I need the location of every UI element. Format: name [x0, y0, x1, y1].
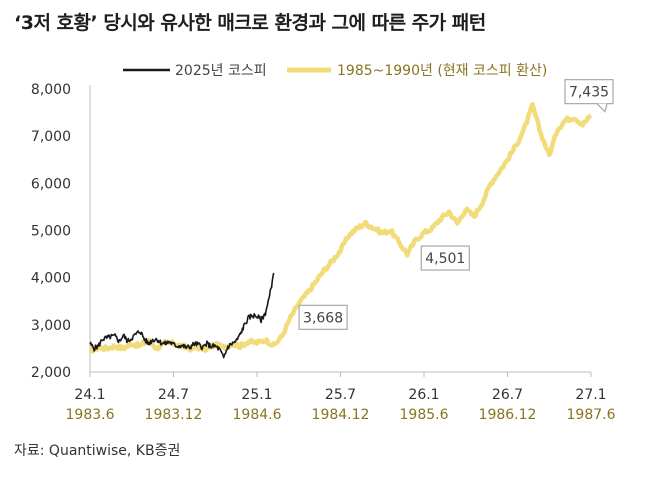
y-tick-label: 7,000 [31, 129, 71, 145]
annotation-box [564, 79, 614, 105]
legend: 2025년 코스피 1985~1990년 (현재 코스피 환산) [123, 63, 547, 79]
x-tick-label: 26.1 [408, 387, 439, 403]
annotation-label: 3,668 [303, 310, 343, 326]
annotations-group: 3,668 4,501 7,435 [298, 79, 614, 330]
y-tick-label: 3,000 [31, 318, 71, 334]
x-tick-label: 24.1 [74, 387, 105, 403]
series-line-1985-1990 [89, 101, 593, 354]
legend-label-2025: 2025년 코스피 [175, 63, 267, 79]
y-tick-label: 2,000 [31, 365, 71, 381]
annotation-pointer [596, 103, 608, 113]
source-note: 자료: Quantiwise, KB증권 [14, 443, 181, 459]
y-tick-label: 5,000 [31, 224, 71, 240]
annotation-label: 7,435 [569, 85, 609, 101]
x-tick-label: 26.7 [492, 387, 523, 403]
x-tick-label: 25.1 [241, 387, 272, 403]
axes: 2,000 3,000 4,000 5,000 6,000 7,000 8,000 24.1 1… [31, 82, 616, 423]
x-tick-label-secondary: 1984.12 [312, 407, 370, 423]
x-tick-label-secondary: 1985.6 [400, 407, 449, 423]
x-tick-label-secondary: 1987.6 [567, 407, 616, 423]
annotation-box [420, 245, 470, 271]
legend-label-1985: 1985~1990년 (현재 코스피 환산) [337, 63, 547, 79]
y-tick-label: 8,000 [31, 82, 71, 98]
x-tick-label-secondary: 1984.6 [233, 407, 282, 423]
x-tick-label-secondary: 1986.12 [479, 407, 537, 423]
x-tick-label: 27.1 [575, 387, 606, 403]
series-group [89, 101, 593, 359]
annotation-box [298, 304, 348, 330]
x-tick-label-secondary: 1983.6 [66, 407, 115, 423]
x-tick-label-secondary: 1983.12 [145, 407, 203, 423]
y-tick-label: 4,000 [31, 271, 71, 287]
chart-title: ‘3저 호황’ 당시와 유사한 매크로 환경과 그에 따른 주가 패턴 [14, 12, 486, 34]
y-tick-label: 6,000 [31, 176, 71, 192]
annotation-label: 4,501 [425, 251, 465, 267]
x-tick-label: 25.7 [325, 387, 356, 403]
x-tick-label: 24.7 [158, 387, 189, 403]
series-line-2025 [89, 272, 275, 359]
